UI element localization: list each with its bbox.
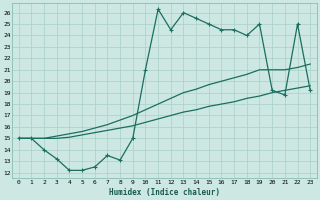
X-axis label: Humidex (Indice chaleur): Humidex (Indice chaleur) — [109, 188, 220, 197]
